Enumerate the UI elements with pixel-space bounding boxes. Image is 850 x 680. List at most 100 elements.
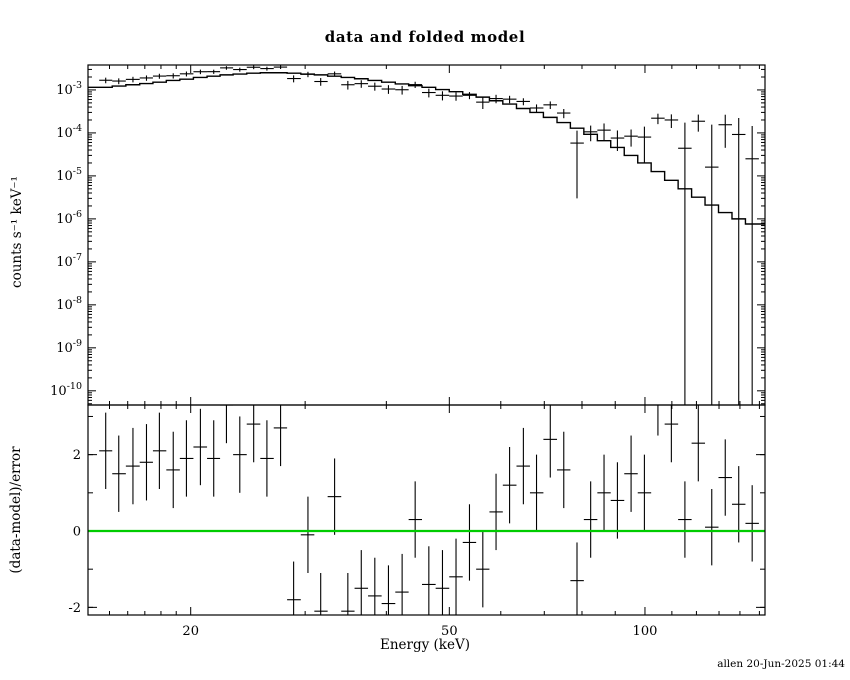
axis-tick-labels: 20 50 10010-310-410-510-610-710-810-910-10… [50,80,657,639]
residual-point [125,427,140,505]
data-point [179,71,194,77]
data-point [395,85,409,95]
data-point [678,122,692,405]
data-point [435,91,450,101]
x-axis-label: Energy (keV) [379,637,470,653]
y-tick-label: 2 [73,448,81,463]
residual-point [287,561,301,615]
data-point [354,80,369,88]
residual-point [731,466,746,543]
y-tick-label: 10-3 [56,80,82,98]
credit-text: allen 20-Jun-2025 01:44 [717,658,845,670]
residual-point [543,405,558,478]
data-point [421,88,436,98]
data-point [745,125,759,405]
residual-point [368,557,382,615]
data-point [368,82,382,91]
y-tick-label: 10-10 [50,381,82,399]
residual-point [152,412,167,489]
residual-point [99,412,113,489]
bottom-panel-frame [87,404,766,616]
residual-point [314,573,328,615]
data-point [246,65,261,70]
residual-point [166,431,180,509]
residual-point [449,538,463,615]
residual-point [705,489,719,566]
residual-point [691,405,706,482]
plot-title: data and folded model [324,28,526,46]
data-point [152,73,167,79]
x-tick-label: 100 [633,624,658,639]
residual-point [745,485,759,562]
y-tick-label: -2 [68,601,81,616]
data-point [637,126,652,163]
residual-point [179,420,194,497]
residual-point [273,405,288,467]
residual-point [381,565,396,615]
data-point [139,75,153,81]
residual-point [462,504,477,581]
residual-point [583,481,598,558]
data-point [557,109,571,119]
residual-point [637,454,652,531]
y-tick-label: 10-7 [56,252,82,270]
residual-point [408,481,422,558]
bottom-panel-data [88,405,765,615]
top-panel-frame [87,64,766,406]
data-point [583,125,598,142]
residual-point [193,408,208,486]
data-point [99,77,113,84]
data-point [651,113,665,125]
data-point [718,114,732,148]
y-tick-label: 10-4 [56,123,82,141]
residual-point [489,473,503,551]
top-panel-data [88,65,765,405]
residual-point [207,420,221,497]
residual-point [664,405,679,463]
data-point [516,98,530,106]
data-point [341,80,355,90]
residual-point [610,462,625,539]
residual-point [597,454,611,531]
data-point [449,92,463,101]
y-tick-label: 0 [73,525,81,540]
residual-point [435,550,450,615]
data-point [287,75,301,83]
data-point [207,69,221,74]
data-point [691,114,706,132]
data-point [273,65,288,69]
y-tick-label: 10-6 [56,209,82,227]
data-point [314,78,328,86]
residual-point [529,454,544,531]
data-point [327,71,342,77]
residual-point [516,427,530,505]
residual-point [112,435,126,512]
data-point [597,123,611,141]
data-point [731,118,746,405]
data-point [610,130,625,151]
residual-point [220,405,234,444]
residual-point [233,416,247,493]
data-point [193,69,208,75]
residual-point [341,573,355,615]
y-tick-label: 10-8 [56,295,82,313]
residual-point [421,546,436,615]
residual-point [678,481,692,558]
data-point [624,129,638,147]
data-point [529,104,544,113]
data-point [705,124,719,405]
data-point [125,76,140,83]
y-tick-label: 10-9 [56,338,82,356]
data-point [502,95,517,104]
data-point [462,92,477,100]
residual-point [657,405,659,436]
y-axis-label-bottom: (data-model)/error [8,446,24,574]
model-step-line [88,72,765,225]
residual-point [260,420,274,497]
residual-point [502,447,517,524]
data-point [166,73,180,79]
data-point [489,94,503,104]
residual-point [300,496,315,573]
